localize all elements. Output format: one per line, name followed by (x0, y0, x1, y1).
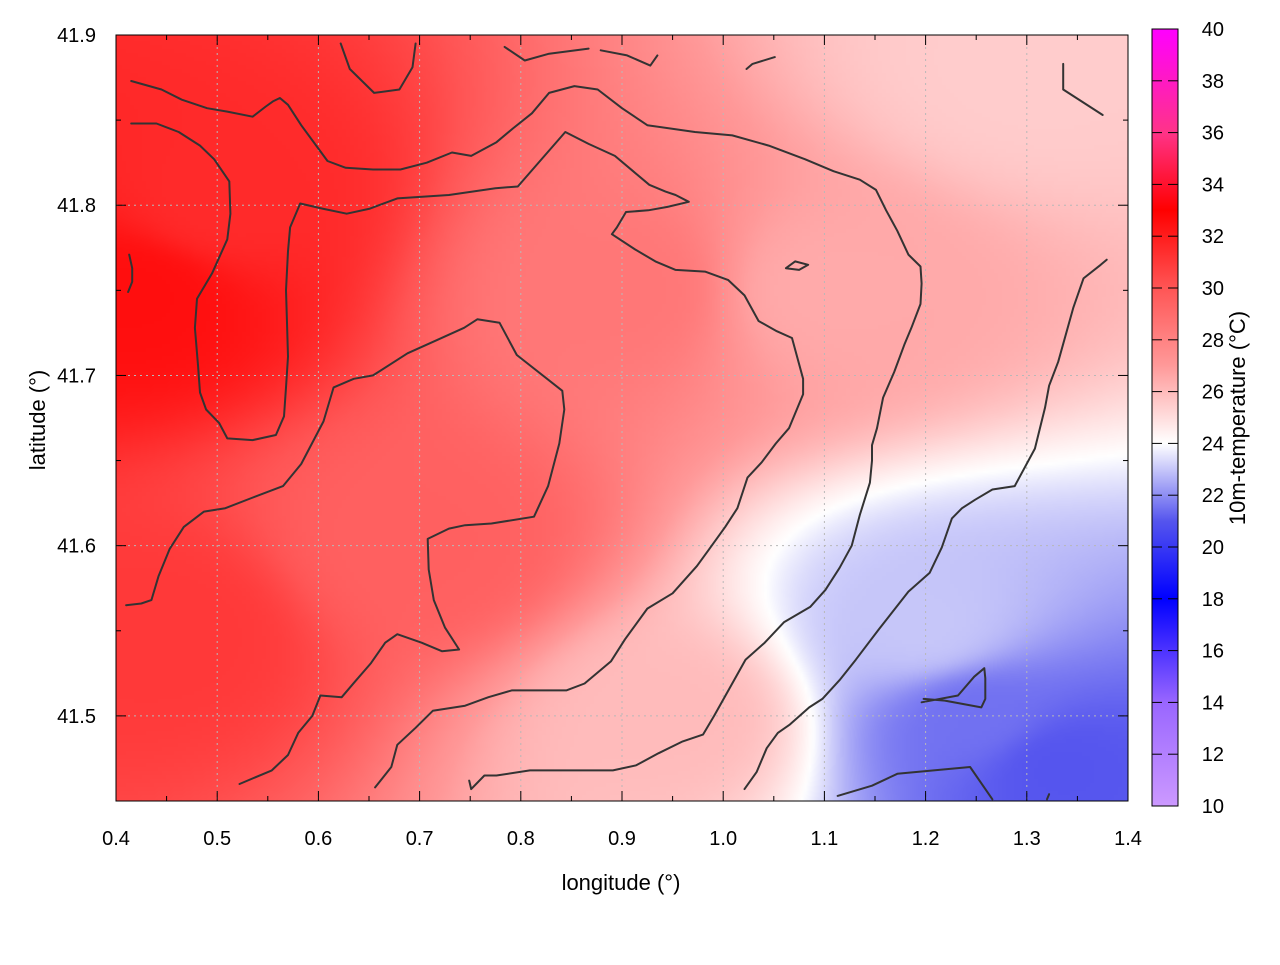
colorbar-tick-label: 38 (1202, 71, 1224, 93)
x-tick-label: 1.1 (810, 828, 838, 850)
y-tick-label: 41.6 (57, 536, 96, 558)
tick-labels: 0.4 0.5 0.6 0.7 0.8 0.9 1.0 1.1 1.2 1.3 1.4 41.5 41.… (57, 25, 1142, 850)
contour-line (130, 122, 805, 789)
contour-line (745, 56, 776, 70)
colorbar-tick-label: 36 (1202, 123, 1224, 145)
colorbar-title: 10m-temperature (°C) (1225, 311, 1250, 525)
x-tick-label: 1.0 (709, 828, 737, 850)
x-axis-title: longitude (°) (562, 870, 681, 895)
x-tick-label: 0.9 (608, 828, 636, 850)
colorbar-tick-label: 24 (1202, 433, 1224, 455)
contour-line (127, 253, 134, 293)
x-tick-label: 0.4 (102, 828, 130, 850)
y-tick-label: 41.9 (57, 25, 96, 47)
x-tick-label: 1.4 (1114, 828, 1142, 850)
x-tick-label: 0.8 (507, 828, 535, 850)
tick-marks (115, 34, 1129, 802)
colorbar-tick-label: 10 (1202, 796, 1224, 818)
contour-line (599, 49, 659, 67)
y-tick-label: 41.5 (57, 706, 96, 728)
y-tick-label: 41.8 (57, 195, 96, 217)
y-axis-title: latitude (°) (25, 370, 50, 471)
colorbar-tick-label: 34 (1202, 174, 1224, 196)
colorbar-tick-label: 20 (1202, 537, 1224, 559)
colorbar-tick-label: 26 (1202, 382, 1224, 404)
contour-line (836, 766, 994, 801)
colorbar-tick-label: 40 (1202, 19, 1224, 41)
colorbar (1152, 29, 1178, 806)
contour-line (920, 667, 987, 709)
contour-line (130, 80, 923, 791)
x-tick-label: 0.5 (203, 828, 231, 850)
contour-line (125, 318, 566, 785)
x-tick-label: 0.6 (304, 828, 332, 850)
colorbar-frame (1151, 28, 1179, 807)
x-tick-label: 1.2 (912, 828, 940, 850)
contour-line (1062, 62, 1104, 116)
colorbar-tick-label: 22 (1202, 485, 1224, 507)
colorbar-tick-label: 12 (1202, 744, 1224, 766)
colorbar-tick-label: 32 (1202, 226, 1224, 248)
colorbar-ticks: 10 12 14 16 18 20 22 24 26 28 30 32 34 36 38 40 (1152, 19, 1224, 818)
contour-line (1046, 793, 1051, 801)
contour-lines (125, 42, 1108, 801)
contour-line (743, 258, 1108, 791)
colorbar-tick-label: 28 (1202, 330, 1224, 352)
y-tick-label: 41.7 (57, 365, 96, 387)
colorbar-tick-label: 16 (1202, 641, 1224, 663)
contour-line (339, 42, 417, 94)
colorbar-tick-label: 18 (1202, 589, 1224, 611)
contour-line (503, 45, 590, 62)
contour-line (784, 260, 810, 271)
x-tick-label: 1.3 (1013, 828, 1041, 850)
colorbar-tick-label: 14 (1202, 692, 1224, 714)
colorbar-tick-label: 30 (1202, 278, 1224, 300)
x-tick-label: 0.7 (406, 828, 434, 850)
